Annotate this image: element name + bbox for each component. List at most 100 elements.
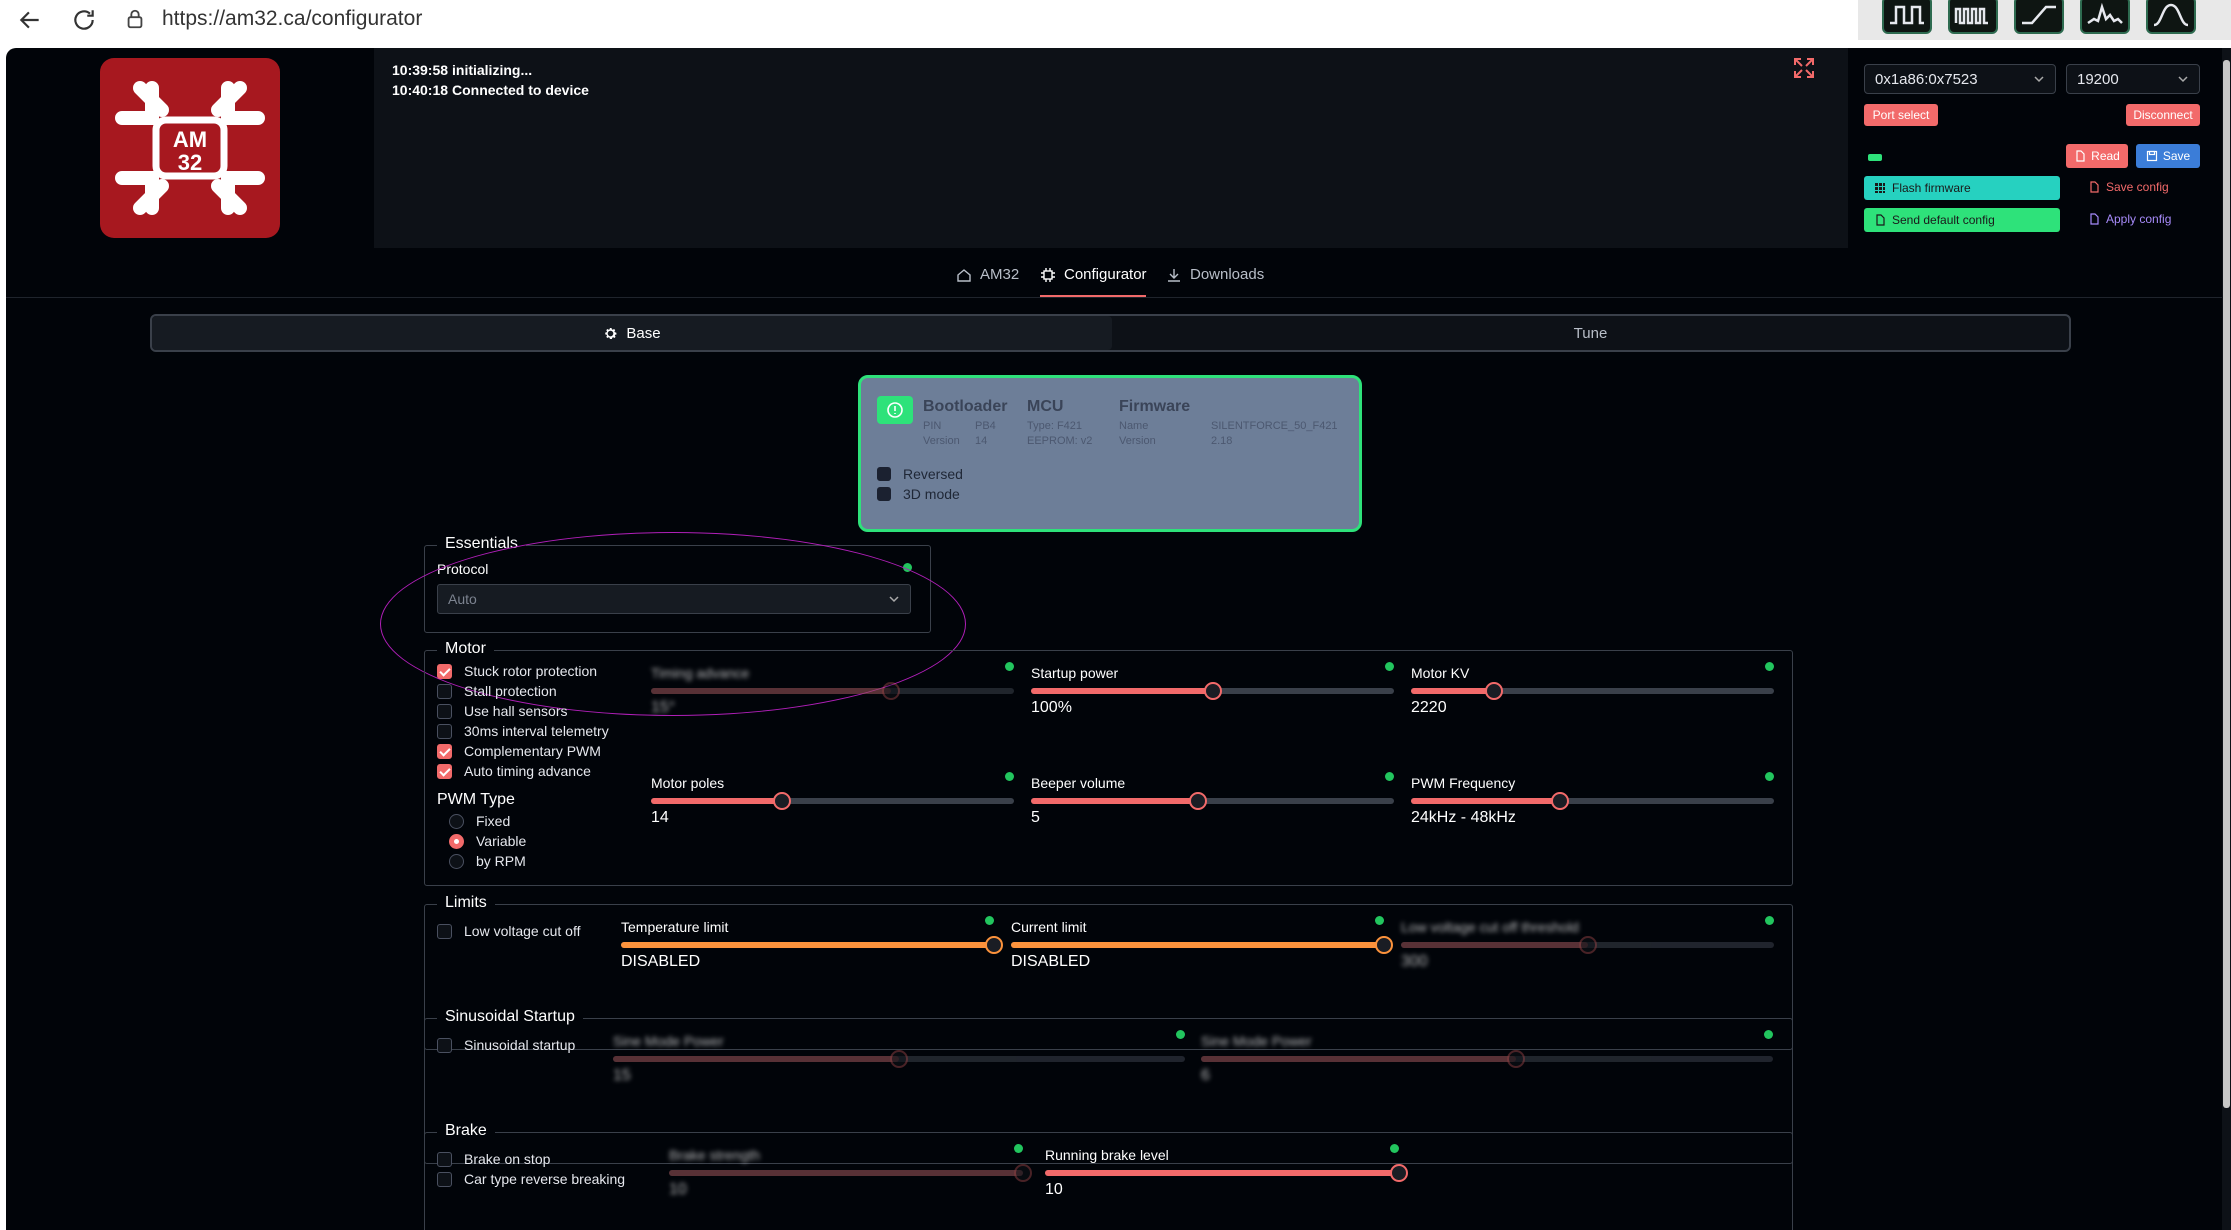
slider-thumb[interactable] xyxy=(772,792,791,810)
slider[interactable]: Startup power 100% xyxy=(1031,662,1394,725)
low-voltage-cutoff-checkbox[interactable]: Low voltage cut off xyxy=(437,923,580,939)
protocol-dropdown[interactable]: Auto xyxy=(437,584,911,614)
checkbox-box[interactable] xyxy=(877,467,891,481)
slider-thumb[interactable] xyxy=(890,1050,908,1068)
pwm-type-radio[interactable]: Variable xyxy=(449,833,526,849)
brake-on-stop-checkbox[interactable]: Brake on stop xyxy=(437,1151,550,1167)
slider-value: 24kHz - 48kHz xyxy=(1411,809,1516,826)
tab-label: Base xyxy=(626,324,661,342)
motor-checkbox[interactable]: Stall protection xyxy=(437,683,557,699)
checkbox-box[interactable] xyxy=(437,743,452,759)
checkbox-box[interactable] xyxy=(437,723,452,739)
expand-icon[interactable] xyxy=(1792,56,1816,80)
slider-track[interactable] xyxy=(1031,792,1394,810)
port-select-button[interactable]: Port select xyxy=(1864,104,1938,126)
slider-track[interactable] xyxy=(651,792,1014,810)
apply-config-link[interactable]: Apply config xyxy=(2088,212,2171,226)
port-dropdown[interactable]: 0x1a86:0x7523 xyxy=(1864,64,2056,94)
slider-track[interactable] xyxy=(1201,1050,1773,1068)
slider[interactable]: Motor KV 2220 xyxy=(1411,662,1774,725)
slider-thumb[interactable] xyxy=(1188,792,1207,810)
slider-track[interactable] xyxy=(1411,792,1774,810)
slider-thumb[interactable] xyxy=(1203,682,1222,700)
disconnect-button[interactable]: Disconnect xyxy=(2126,104,2200,126)
checkbox-box[interactable] xyxy=(437,1037,452,1053)
read-button[interactable]: Read xyxy=(2066,144,2128,168)
slider-thumb[interactable] xyxy=(985,936,1003,954)
slider-thumb[interactable] xyxy=(1485,682,1504,700)
address-bar[interactable]: https://am32.ca/configurator xyxy=(124,2,1854,36)
baud-dropdown[interactable]: 19200 xyxy=(2066,64,2200,94)
status-dot xyxy=(1764,1030,1773,1039)
motor-checkbox[interactable]: Auto timing advance xyxy=(437,763,591,779)
slider-thumb[interactable] xyxy=(1578,936,1597,954)
checkbox-box[interactable] xyxy=(437,663,452,679)
slider-thumb[interactable] xyxy=(1014,1164,1032,1182)
slider-thumb[interactable] xyxy=(1375,936,1393,954)
lock-icon xyxy=(127,9,143,29)
slider-thumb[interactable] xyxy=(1506,1050,1525,1068)
slider-track[interactable] xyxy=(1401,936,1774,954)
checkbox-box[interactable] xyxy=(437,1151,452,1167)
radio-circle[interactable] xyxy=(449,813,464,829)
motor-checkbox[interactable]: Complementary PWM xyxy=(437,743,601,759)
ramp-icon[interactable] xyxy=(2014,0,2064,34)
pwm-type-radio[interactable]: Fixed xyxy=(449,813,510,829)
slider[interactable]: Motor poles 14 xyxy=(651,772,1014,835)
tab-am32[interactable]: AM32 xyxy=(956,266,1019,283)
tab-tune[interactable]: Tune xyxy=(1112,316,2069,350)
section-title: Motor xyxy=(437,640,494,658)
slider-track[interactable] xyxy=(1411,682,1774,700)
slider-thumb[interactable] xyxy=(1550,792,1569,810)
slider-track[interactable] xyxy=(621,936,1003,954)
save-config-link[interactable]: Save config xyxy=(2088,180,2169,194)
save-label: Save xyxy=(2162,149,2191,163)
car-type-reverse-breaking-checkbox[interactable]: Car type reverse breaking xyxy=(437,1171,625,1187)
reload-icon[interactable] xyxy=(68,4,100,36)
slider[interactable]: PWM Frequency 24kHz - 48kHz xyxy=(1411,772,1774,835)
slider[interactable]: Beeper volume 5 xyxy=(1031,772,1394,835)
flash-firmware-button[interactable]: Flash firmware xyxy=(1864,176,2060,200)
reversed-checkbox[interactable]: Reversed xyxy=(877,466,963,482)
checkbox-box[interactable] xyxy=(437,1171,452,1187)
square-wave-icon[interactable] xyxy=(1882,0,1932,34)
slider-thumb[interactable] xyxy=(881,682,900,700)
checkbox-box[interactable] xyxy=(877,487,891,501)
save-button[interactable]: Save xyxy=(2136,144,2200,168)
sinusoidal-startup-checkbox[interactable]: Sinusoidal startup xyxy=(437,1037,575,1053)
checkbox-box[interactable] xyxy=(437,683,452,699)
radio-circle[interactable] xyxy=(449,833,464,849)
checkbox-box[interactable] xyxy=(437,703,452,719)
slider-value: 6 xyxy=(1201,1067,1210,1084)
3d-mode-checkbox[interactable]: 3D mode xyxy=(877,486,960,502)
slider-track[interactable] xyxy=(1045,1164,1408,1182)
slider-track[interactable] xyxy=(613,1050,1185,1068)
spectrum-icon[interactable] xyxy=(2080,0,2130,34)
scrollbar-thumb[interactable] xyxy=(2223,60,2230,1108)
bootloader-title: Bootloader xyxy=(923,398,1008,415)
slider[interactable]: Current limit DISABLED xyxy=(1011,916,1393,979)
send-default-config-button[interactable]: Send default config xyxy=(1864,208,2060,232)
back-icon[interactable] xyxy=(14,4,46,36)
tab-configurator[interactable]: Configurator xyxy=(1040,266,1147,283)
slider-track[interactable] xyxy=(1011,936,1393,954)
tab-base[interactable]: Base xyxy=(152,316,1112,350)
pwm-type-radio[interactable]: by RPM xyxy=(449,853,526,869)
slider-track[interactable] xyxy=(651,682,1014,700)
motor-checkbox[interactable]: Stuck rotor protection xyxy=(437,663,597,679)
motor-checkbox[interactable]: 30ms interval telemetry xyxy=(437,723,609,739)
checkbox-box[interactable] xyxy=(437,763,452,779)
multi-wave-icon[interactable] xyxy=(1948,0,1998,34)
bell-curve-icon[interactable] xyxy=(2146,0,2196,34)
slider-track[interactable] xyxy=(669,1164,1032,1182)
checkbox-box[interactable] xyxy=(437,923,452,939)
mcu-title: MCU xyxy=(1027,398,1064,415)
slider-thumb[interactable] xyxy=(1390,1164,1408,1182)
floppy-icon xyxy=(2146,150,2157,162)
radio-circle[interactable] xyxy=(449,853,464,869)
motor-checkbox[interactable]: Use hall sensors xyxy=(437,703,568,719)
slider[interactable]: Temperature limit DISABLED xyxy=(621,916,1003,979)
slider-track[interactable] xyxy=(1031,682,1394,700)
slider[interactable]: Running brake level 10 xyxy=(1045,1144,1408,1207)
tab-downloads[interactable]: Downloads xyxy=(1166,266,1264,283)
